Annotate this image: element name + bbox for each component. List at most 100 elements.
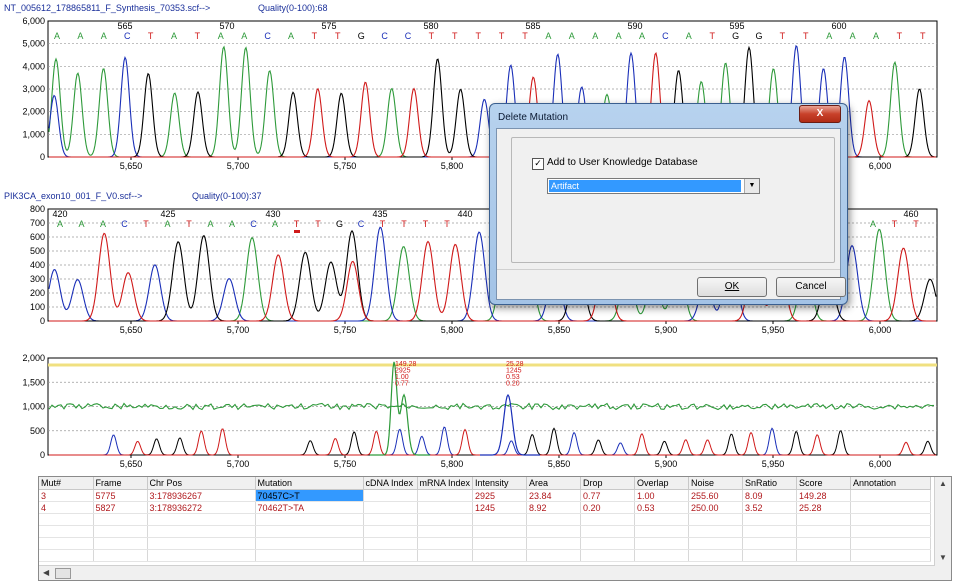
table-cell[interactable] [796, 537, 852, 550]
column-header[interactable]: SnRatio [742, 477, 798, 490]
table-cell[interactable] [850, 537, 932, 550]
table-cell[interactable] [850, 525, 932, 538]
column-header[interactable]: Score [796, 477, 852, 490]
table-cell[interactable] [526, 537, 582, 550]
table-cell[interactable] [580, 549, 636, 562]
table-cell[interactable] [580, 525, 636, 538]
table-cell[interactable] [526, 513, 582, 526]
table-cell[interactable] [93, 549, 148, 562]
table-cell[interactable]: 250.00 [688, 501, 744, 514]
table-cell[interactable] [147, 513, 256, 526]
table-cell[interactable] [634, 513, 690, 526]
table-cell[interactable]: 3 [39, 489, 94, 502]
column-header[interactable]: Mut# [39, 477, 94, 490]
table-cell[interactable] [472, 537, 528, 550]
table-cell[interactable] [688, 549, 744, 562]
ok-button[interactable]: OK [697, 277, 767, 297]
table-cell[interactable] [255, 525, 364, 538]
table-cell[interactable] [472, 513, 528, 526]
difference-chromatogram[interactable]: 2,000 1,500 1,000 500 0 5,650 5,700 5,750 5,800 5… [0, 350, 944, 474]
table-cell[interactable] [363, 489, 418, 502]
table-cell[interactable] [850, 489, 932, 502]
table-cell[interactable]: 70462T>TA [255, 501, 364, 514]
column-header[interactable]: Chr Pos [147, 477, 256, 490]
table-cell[interactable] [472, 525, 528, 538]
table-cell[interactable] [39, 525, 94, 538]
table-row[interactable]: 4 5827 3:178936272 70462T>TA 1245 8.92 0.20 0.5… [39, 501, 932, 514]
chevron-down-icon[interactable]: ▼ [744, 179, 759, 193]
close-button[interactable]: X [799, 105, 841, 123]
table-cell[interactable] [147, 549, 256, 562]
table-cell[interactable] [93, 513, 148, 526]
table-cell[interactable]: 3:178936272 [147, 501, 256, 514]
table-cell[interactable]: 70457C>T [255, 489, 364, 502]
table-cell[interactable]: 4 [39, 501, 94, 514]
column-header[interactable]: Intensity [472, 477, 528, 490]
column-header[interactable]: Frame [93, 477, 148, 490]
table-cell[interactable] [688, 525, 744, 538]
table-cell[interactable] [255, 549, 364, 562]
table-cell[interactable]: 2925 [472, 489, 528, 502]
table-row[interactable]: 3 5775 3:178936267 70457C>T 2925 23.84 0.77 1.0… [39, 489, 932, 502]
table-cell[interactable] [363, 537, 418, 550]
table-cell[interactable]: 5775 [93, 489, 148, 502]
table-cell[interactable] [417, 537, 474, 550]
table-row[interactable] [39, 525, 932, 538]
table-cell[interactable] [417, 501, 474, 514]
column-header[interactable]: Mutation [255, 477, 364, 490]
table-cell[interactable]: 8.09 [742, 489, 798, 502]
column-header[interactable]: mRNA Index [417, 477, 474, 490]
table-cell[interactable]: 1.00 [634, 489, 690, 502]
table-cell[interactable] [634, 537, 690, 550]
table-cell[interactable]: 255.60 [688, 489, 744, 502]
table-cell[interactable] [688, 537, 744, 550]
table-cell[interactable] [526, 525, 582, 538]
table-cell[interactable] [742, 537, 798, 550]
table-cell[interactable] [417, 489, 474, 502]
table-cell[interactable]: 3:178936267 [147, 489, 256, 502]
table-cell[interactable] [850, 549, 932, 562]
table-cell[interactable] [472, 549, 528, 562]
table-cell[interactable]: 5827 [93, 501, 148, 514]
table-cell[interactable] [796, 525, 852, 538]
table-cell[interactable] [796, 513, 852, 526]
column-header[interactable]: Noise [688, 477, 744, 490]
table-cell[interactable] [147, 525, 256, 538]
table-cell[interactable] [255, 513, 364, 526]
cancel-button[interactable]: Cancel [776, 277, 846, 297]
table-cell[interactable] [417, 549, 474, 562]
table-cell[interactable] [93, 525, 148, 538]
table-cell[interactable] [526, 549, 582, 562]
table-cell[interactable]: 1245 [472, 501, 528, 514]
table-cell[interactable] [850, 513, 932, 526]
table-cell[interactable]: 0.53 [634, 501, 690, 514]
table-cell[interactable]: 23.84 [526, 489, 582, 502]
column-header[interactable]: Area [526, 477, 582, 490]
table-cell[interactable] [850, 501, 932, 514]
reason-dropdown[interactable]: Artifact ▼ [547, 178, 760, 194]
table-cell[interactable] [417, 513, 474, 526]
scroll-down-icon[interactable]: ▼ [939, 553, 947, 562]
table-cell[interactable] [39, 549, 94, 562]
table-cell[interactable]: 0.77 [580, 489, 636, 502]
table-cell[interactable] [742, 525, 798, 538]
table-cell[interactable] [742, 549, 798, 562]
table-cell[interactable]: 149.28 [796, 489, 852, 502]
column-header[interactable]: Drop [580, 477, 636, 490]
vertical-scrollbar[interactable]: ▲ ▼ [934, 477, 951, 580]
table-cell[interactable] [363, 513, 418, 526]
table-cell[interactable] [363, 549, 418, 562]
table-cell[interactable] [417, 525, 474, 538]
table-row[interactable] [39, 513, 932, 526]
column-header[interactable]: Annotation [850, 477, 932, 490]
table-cell[interactable] [363, 525, 418, 538]
scroll-left-icon[interactable]: ◀ [43, 568, 50, 577]
table-cell[interactable] [147, 537, 256, 550]
table-row[interactable] [39, 537, 932, 550]
table-cell[interactable] [796, 549, 852, 562]
horizontal-scrollbar[interactable]: ◀ [39, 565, 935, 580]
scroll-up-icon[interactable]: ▲ [939, 479, 947, 488]
table-cell[interactable] [93, 537, 148, 550]
table-cell[interactable] [634, 549, 690, 562]
table-cell[interactable] [255, 537, 364, 550]
